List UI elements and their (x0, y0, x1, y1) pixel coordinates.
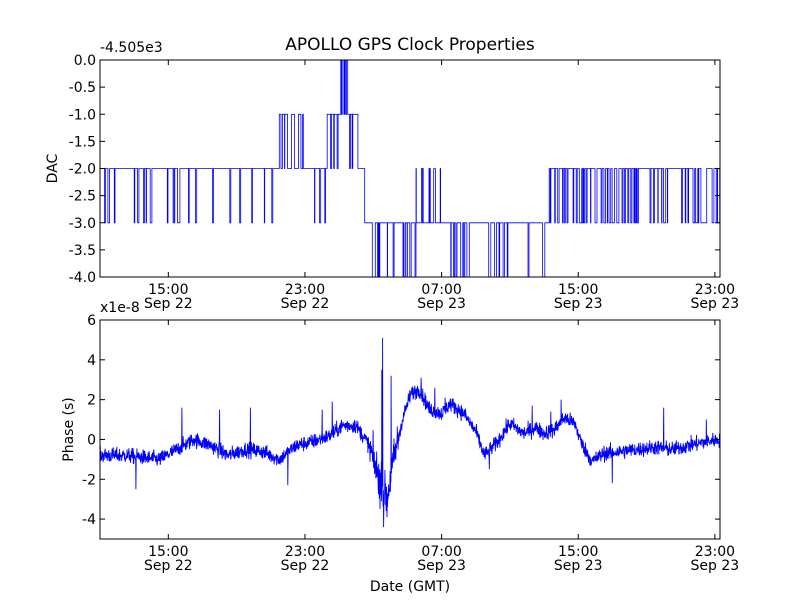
y-tick-label: 4 (87, 353, 96, 369)
y-tick-label: -3.0 (69, 216, 96, 232)
y-tick-label: 2 (87, 393, 96, 409)
y-tick-label: -2 (82, 472, 96, 488)
dac-series-line (100, 59, 720, 278)
x-tick-label-time: 07:00 (421, 282, 461, 298)
y-tick-label: -2.5 (69, 189, 96, 205)
x-tick-label-time: 23:00 (695, 544, 735, 560)
x-tick-label-date: Sep 22 (281, 558, 330, 574)
x-tick-label-time: 15:00 (148, 282, 188, 298)
y-tick-label: -0.5 (69, 80, 96, 96)
x-tick-label-date: Sep 23 (691, 296, 740, 312)
y-axis-label: Phase (s) (61, 397, 77, 461)
y-axis-label: DAC (45, 153, 61, 183)
x-tick-label-time: 23:00 (285, 282, 325, 298)
y-tick-label: -1.0 (69, 107, 96, 123)
x-tick-label-time: 15:00 (148, 544, 188, 560)
x-tick-label-date: Sep 22 (281, 296, 330, 312)
x-tick-label-time: 23:00 (695, 282, 735, 298)
x-tick-label-time: 15:00 (558, 282, 598, 298)
y-tick-label: -4 (82, 512, 96, 528)
y-tick-label: -4.0 (69, 270, 96, 286)
y-tick-label: -1.5 (69, 134, 96, 150)
x-axis-label: Date (GMT) (370, 579, 450, 595)
y-tick-label: 6 (87, 313, 96, 329)
phase-series-line (100, 337, 720, 528)
x-tick-label-time: 23:00 (285, 544, 325, 560)
x-tick-label-date: Sep 23 (417, 296, 466, 312)
axis-offset-label: -4.505e3 (100, 40, 163, 56)
x-tick-label-date: Sep 23 (554, 558, 603, 574)
x-tick-label-date: Sep 23 (691, 558, 740, 574)
x-tick-label-date: Sep 22 (144, 296, 193, 312)
axis-offset-label: x1e-8 (100, 300, 140, 316)
y-tick-label: 0 (87, 432, 96, 448)
y-tick-label: -3.5 (69, 243, 96, 259)
y-tick-label: -2.0 (69, 162, 96, 178)
axes-frame (99, 319, 721, 540)
x-tick-label-time: 15:00 (558, 544, 598, 560)
x-tick-label-date: Sep 23 (554, 296, 603, 312)
x-tick-label-date: Sep 23 (417, 558, 466, 574)
dac-panel: 0.0 -0.5 -1.0 -1.5 -2.0 -2.5 -3.0 -3.5 -4.0 15:00… (45, 40, 739, 312)
x-tick-label-date: Sep 22 (144, 558, 193, 574)
x-tick-label-time: 07:00 (421, 544, 461, 560)
chart-title: APOLLO GPS Clock Properties (285, 35, 535, 55)
y-tick-label: 0.0 (74, 53, 96, 69)
